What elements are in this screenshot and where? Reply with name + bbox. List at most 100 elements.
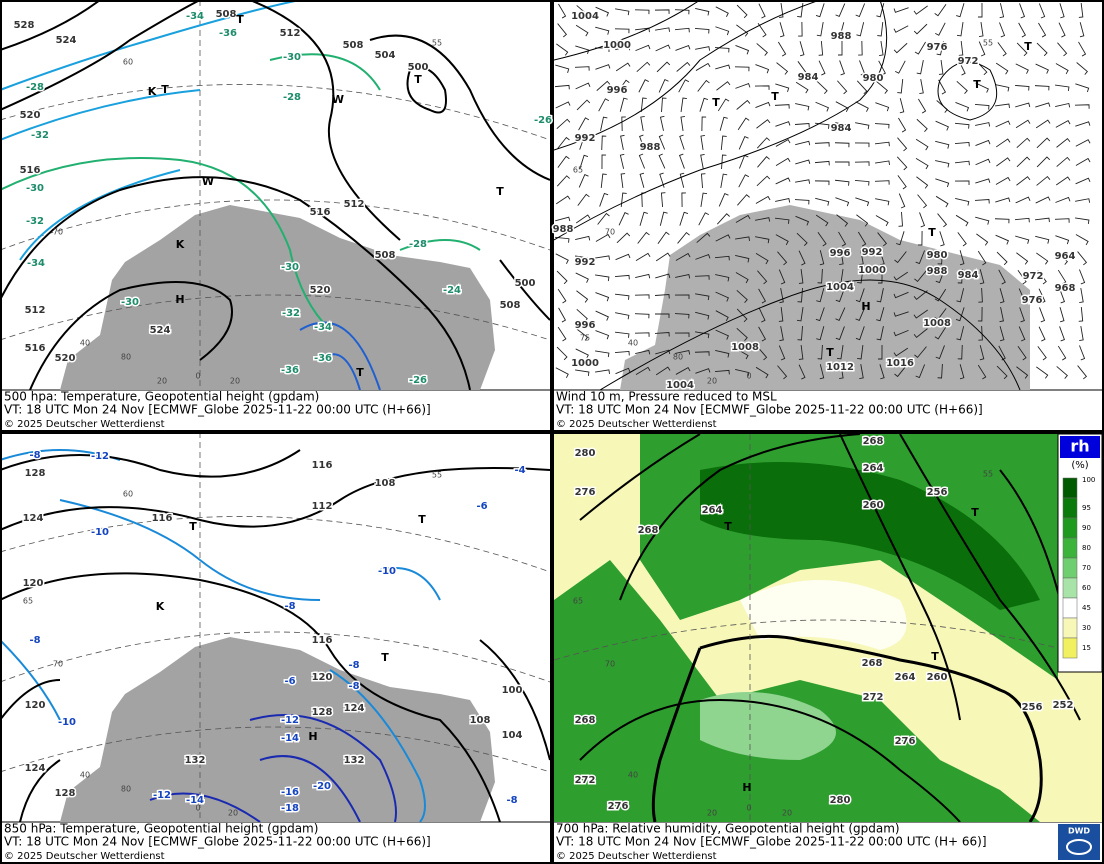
contour-label: 252 (1053, 700, 1074, 711)
wind-barb (815, 197, 830, 206)
contour-label: 1016 (886, 358, 914, 369)
contour-label: 984 (798, 72, 819, 83)
wind-barb (614, 331, 630, 338)
wind-barb (894, 60, 906, 74)
wind-barb (599, 192, 609, 207)
wind-barb (579, 135, 589, 150)
wind-barb (1077, 251, 1088, 266)
isotherm-label: -36 (219, 28, 237, 39)
wind-barb (715, 310, 729, 322)
wind-barb (935, 195, 949, 208)
isotherm (2, 2, 296, 261)
land (620, 205, 1030, 390)
wind-barb (975, 139, 991, 146)
isotherm-label: -24 (443, 285, 461, 296)
wind-barb (715, 6, 729, 17)
wind-barb (694, 275, 710, 280)
wind-barb (855, 307, 866, 322)
wind-barb (978, 325, 983, 341)
wind-barb (718, 192, 729, 207)
contour-label: 260 (927, 672, 948, 683)
wind-barb (914, 41, 926, 55)
wind-barb (859, 60, 866, 76)
wind-barb (1059, 288, 1066, 304)
wind-barb (695, 293, 710, 301)
wind-barb (778, 306, 784, 322)
contour-label: 280 (575, 448, 596, 459)
wind-barb (913, 309, 929, 319)
wind-barb (999, 3, 1005, 19)
legend-tick-label: 90 (1082, 524, 1091, 532)
wind-barb (794, 123, 810, 128)
contour-label: 1008 (731, 342, 759, 353)
wind-barb (758, 326, 767, 342)
wind-barb (1059, 307, 1065, 323)
pressure-center: T (414, 73, 422, 86)
wind-barb (1059, 3, 1065, 19)
wind-barb (557, 288, 567, 304)
wind-barb (601, 135, 607, 151)
wind-barb (554, 236, 570, 243)
wind-barb (1036, 137, 1051, 149)
contour-label: 980 (927, 250, 948, 261)
wind-barb (995, 176, 1011, 185)
contour-label: 524 (150, 325, 171, 336)
wind-barb (601, 154, 607, 170)
isotherm-label: -28 (26, 82, 44, 93)
isotherm-label: -34 (186, 11, 204, 22)
contour-label: 972 (1023, 271, 1044, 282)
wind-barb (996, 365, 1008, 380)
wind-barb (675, 44, 691, 51)
wind-barb (736, 308, 748, 323)
wind-barb (715, 64, 731, 70)
wind-barb (735, 236, 750, 241)
wind-barb (756, 119, 771, 129)
wind-barb (816, 288, 825, 303)
wind-barb (835, 288, 845, 303)
wind-barb (819, 364, 825, 380)
wind-barb (656, 61, 671, 73)
wind-barb (619, 153, 625, 169)
wind-barb (836, 214, 849, 227)
wind-barb (716, 213, 730, 225)
wind-barb (700, 192, 708, 207)
wind-barb (876, 81, 889, 94)
graticule-label: 0 (746, 804, 751, 813)
wind-barb (996, 251, 1008, 266)
graticule-label: 80 (121, 353, 131, 362)
pressure-center: T (973, 78, 981, 91)
wind-barb (758, 307, 766, 323)
wind-barb (758, 3, 766, 19)
wind-barb (938, 60, 944, 75)
wind-barb (614, 274, 630, 280)
wind-barb (655, 273, 671, 279)
isotherm-label: -28 (283, 92, 301, 103)
wind-barb (1016, 156, 1031, 168)
wind-barb (795, 140, 811, 146)
contour-label: 984 (831, 123, 852, 134)
contour-label: 516 (310, 207, 331, 218)
graticule-label: 65 (573, 597, 583, 606)
wind-barb (835, 307, 846, 321)
graticule-label: 60 (123, 58, 133, 67)
panel-850hpa (2, 434, 550, 822)
wind-barb (836, 345, 844, 360)
wind-barb (756, 137, 770, 149)
wind-barb (1016, 252, 1029, 265)
wind-barb (694, 28, 710, 34)
wind-barb (1078, 2, 1084, 18)
contour-label: 116 (152, 513, 173, 524)
contour-label: 992 (862, 247, 883, 258)
wind-barb (935, 140, 950, 149)
wind-barb (1018, 326, 1026, 342)
wind-barb (816, 326, 825, 341)
panel-copyright: © 2025 Deutscher Wetterdienst (4, 851, 165, 862)
wind-barb (720, 173, 728, 188)
isotherm-label: -14 (281, 733, 299, 744)
wind-barb (995, 138, 1011, 148)
wind-barb (1014, 84, 1030, 91)
wind-barb (899, 98, 905, 114)
wind-barb (621, 116, 626, 132)
wind-barb (914, 270, 927, 283)
contour-label: 512 (280, 28, 301, 39)
